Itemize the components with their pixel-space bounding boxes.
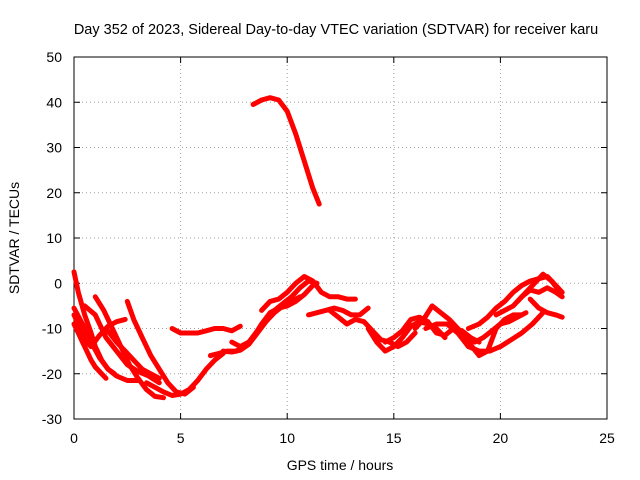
chart-title: Day 352 of 2023, Sidereal Day-to-day VTE… xyxy=(74,22,598,38)
x-tick-label: 0 xyxy=(70,430,78,446)
series-line-arc-15 xyxy=(259,274,358,313)
y-axis-label: SDTVAR / TECUs xyxy=(6,182,22,294)
y-tick-label: -30 xyxy=(42,411,62,427)
grid xyxy=(74,57,607,419)
x-tick-label: 10 xyxy=(279,430,295,446)
y-tick-label: -20 xyxy=(42,366,62,382)
y-tick-label: 0 xyxy=(54,275,62,291)
series-group xyxy=(71,95,565,401)
x-tick-label: 5 xyxy=(177,430,185,446)
series-line-arc-03 xyxy=(71,305,141,383)
y-tick-label: 20 xyxy=(46,185,62,201)
y-tick-label: -10 xyxy=(42,321,62,337)
series-line-arc-04 xyxy=(71,312,128,350)
x-tick-label: 25 xyxy=(599,430,615,446)
series-line-arc-16 xyxy=(306,305,371,318)
series-line-arc-11 xyxy=(169,323,243,336)
axis-ticks: 0 5 10 15 20 25 -30 -20 -10 0 10 20 30 40 50 xyxy=(42,49,615,446)
series-line-arc-14 xyxy=(220,294,303,355)
series-line-arc-01 xyxy=(250,95,322,207)
series-line-arc-20 xyxy=(412,303,529,345)
series-line-arc-05 xyxy=(71,321,109,381)
y-tick-label: 50 xyxy=(46,49,62,65)
y-tick-label: 10 xyxy=(46,230,62,246)
x-tick-label: 15 xyxy=(386,430,402,446)
y-tick-label: 30 xyxy=(46,140,62,156)
series-line-arc-09 xyxy=(103,326,162,381)
series-line-arc-07 xyxy=(82,303,162,386)
series-line-arc-25 xyxy=(515,271,563,304)
series-line-arc-26 xyxy=(527,296,565,320)
series-line-arc-10 xyxy=(144,350,226,398)
y-tick-label: 40 xyxy=(46,94,62,110)
x-axis-label: GPS time / hours xyxy=(287,457,394,473)
series-line-arc-22 xyxy=(444,312,525,359)
x-tick-label: 20 xyxy=(493,430,509,446)
